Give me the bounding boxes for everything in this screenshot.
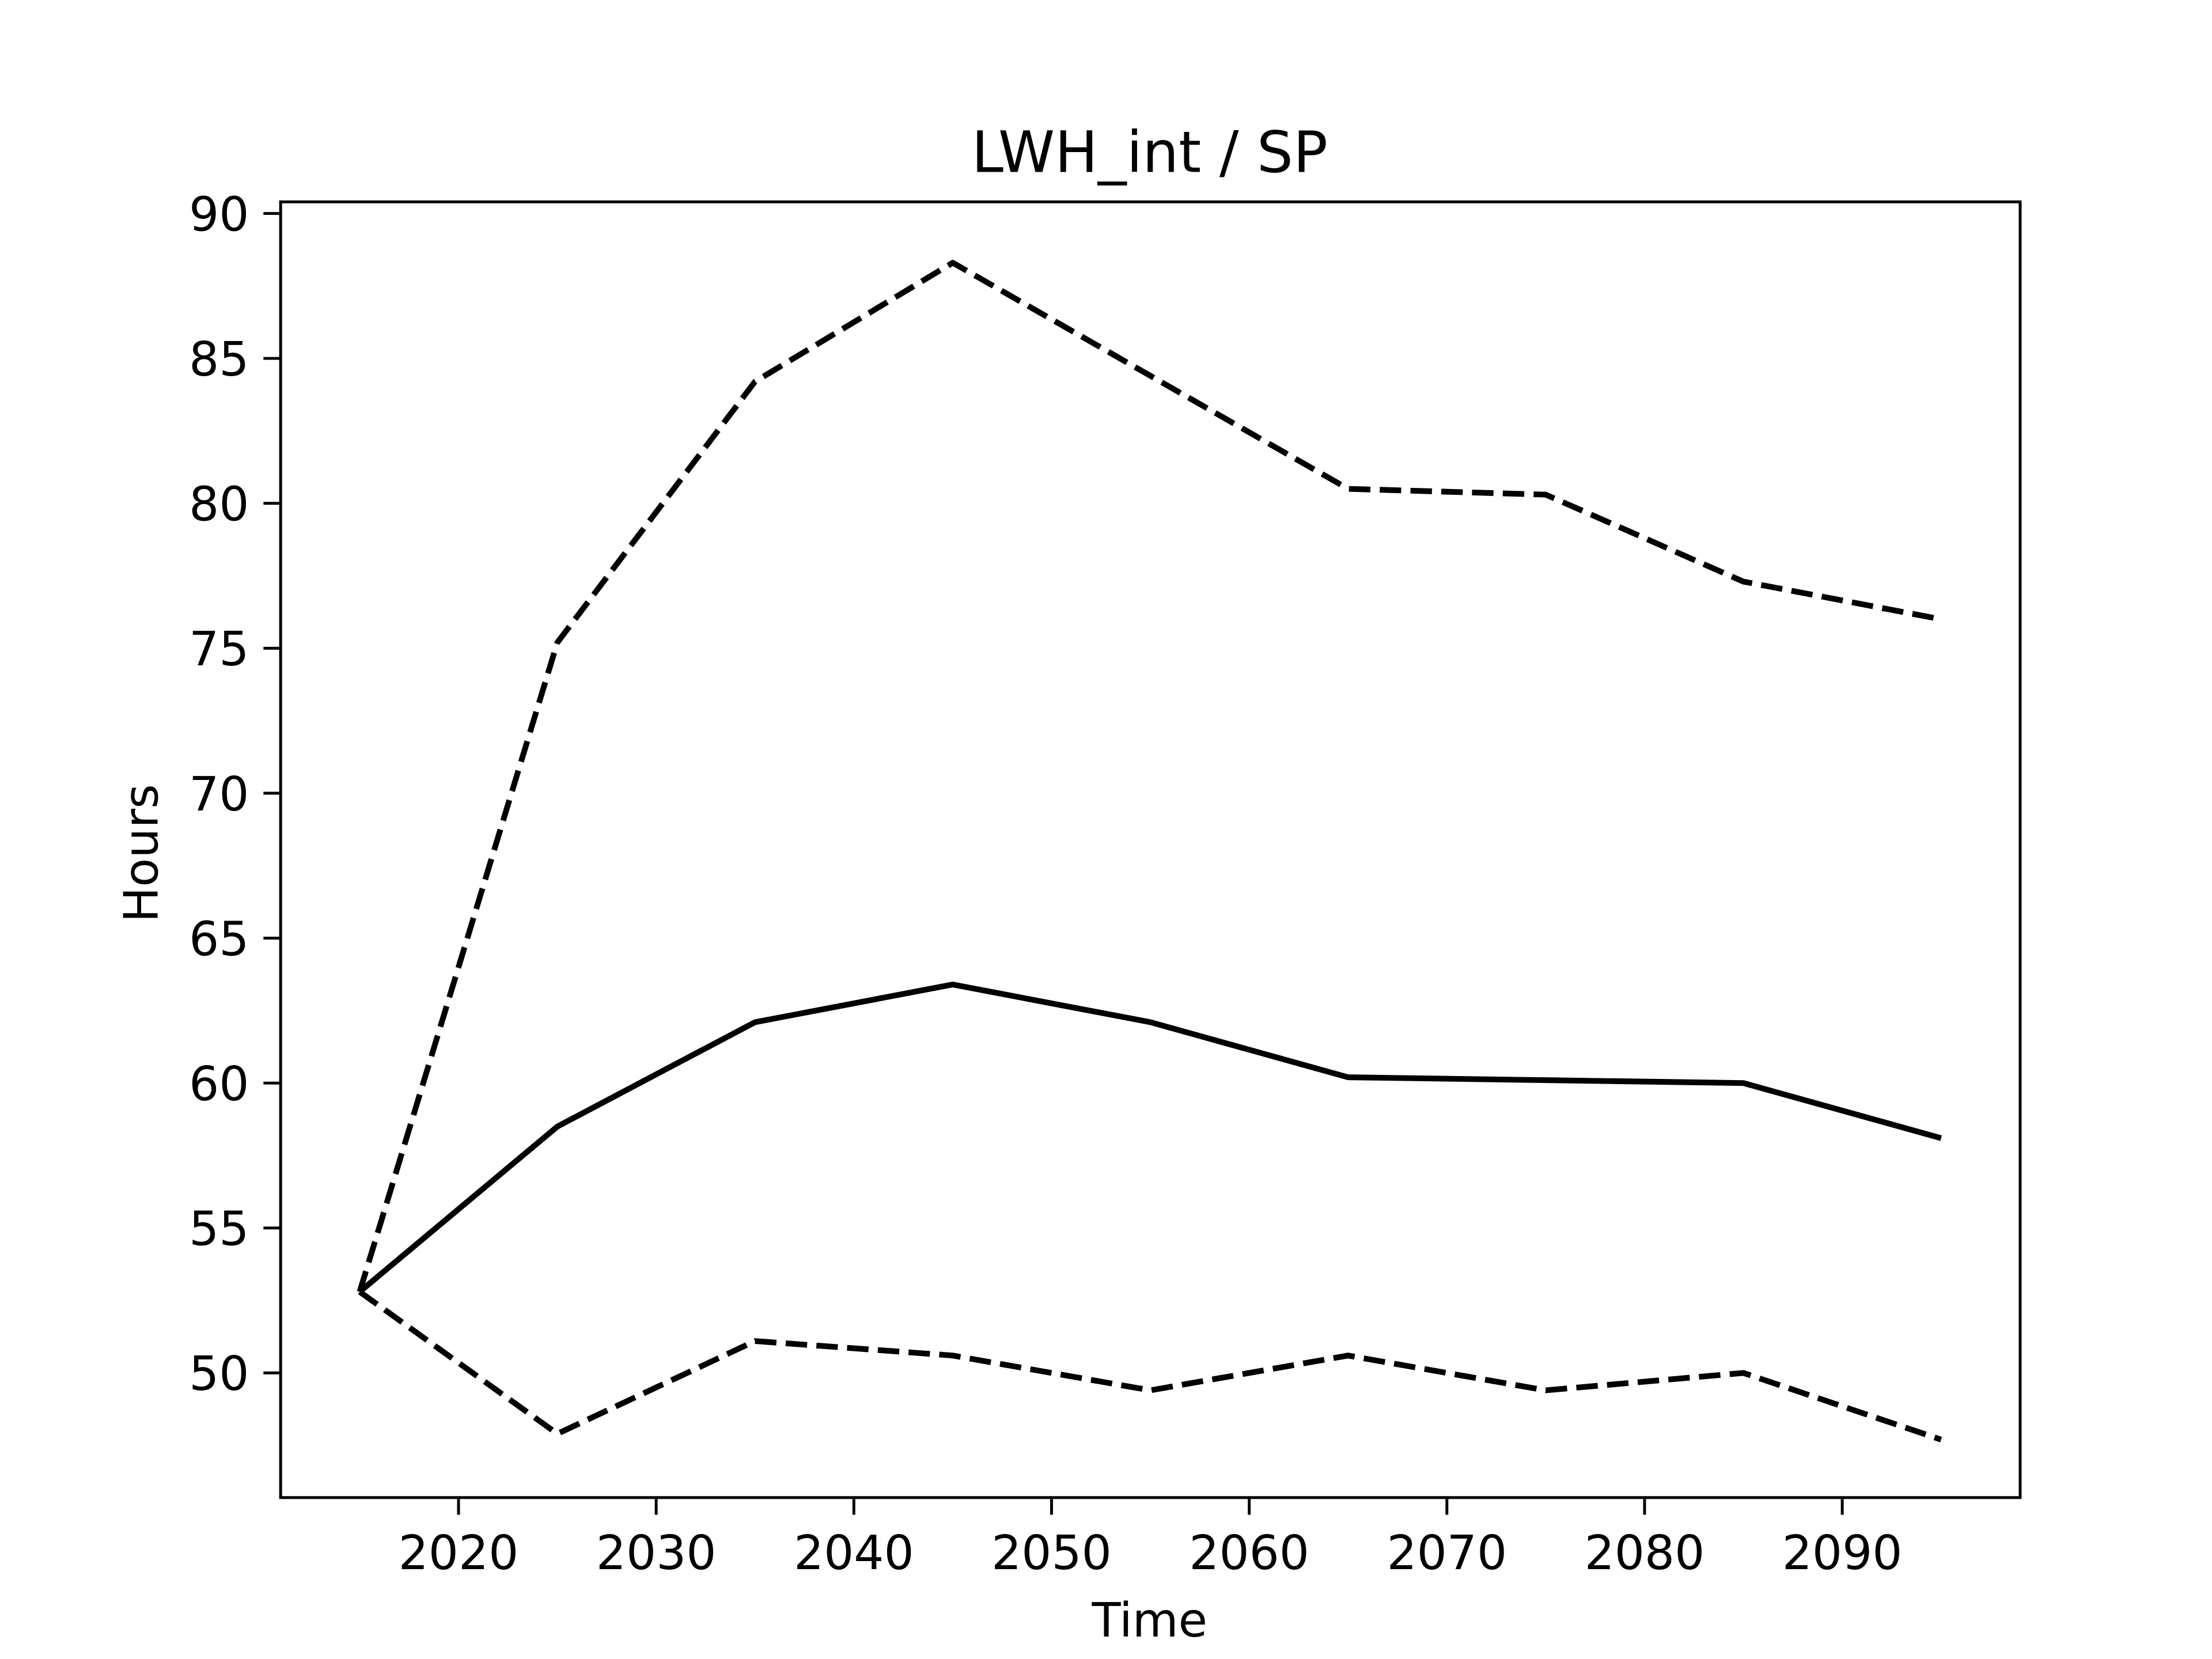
y-tick-label: 50 [189, 1347, 249, 1402]
y-tick-label: 80 [189, 478, 249, 532]
y-tick-label: 90 [189, 187, 249, 242]
y-tick-label: 55 [189, 1202, 249, 1257]
y-tick-label: 70 [189, 767, 249, 822]
y-tick-label: 65 [189, 912, 249, 967]
x-axis-label: Time [1091, 1593, 1207, 1648]
chart-title: LWH_int / SP [972, 119, 1328, 185]
series-line [358, 1289, 1942, 1442]
x-tick-label: 2040 [794, 1526, 914, 1581]
x-tick-label: 2050 [991, 1526, 1112, 1581]
y-tick-label: 75 [189, 622, 249, 677]
y-axis-label: Hours [114, 784, 169, 922]
y-tick-label: 60 [189, 1057, 249, 1112]
x-tick-label: 2030 [596, 1526, 717, 1581]
x-tick-label: 2080 [1585, 1526, 1705, 1581]
y-tick-label: 85 [189, 332, 249, 387]
x-tick-label: 2020 [399, 1526, 519, 1581]
x-tick-label: 2090 [1782, 1526, 1903, 1581]
x-tick-label: 2060 [1189, 1526, 1309, 1581]
series-line [358, 982, 1942, 1294]
x-tick-label: 2070 [1387, 1526, 1507, 1581]
series-line [357, 260, 1942, 1293]
axes-frame [279, 200, 2022, 1499]
